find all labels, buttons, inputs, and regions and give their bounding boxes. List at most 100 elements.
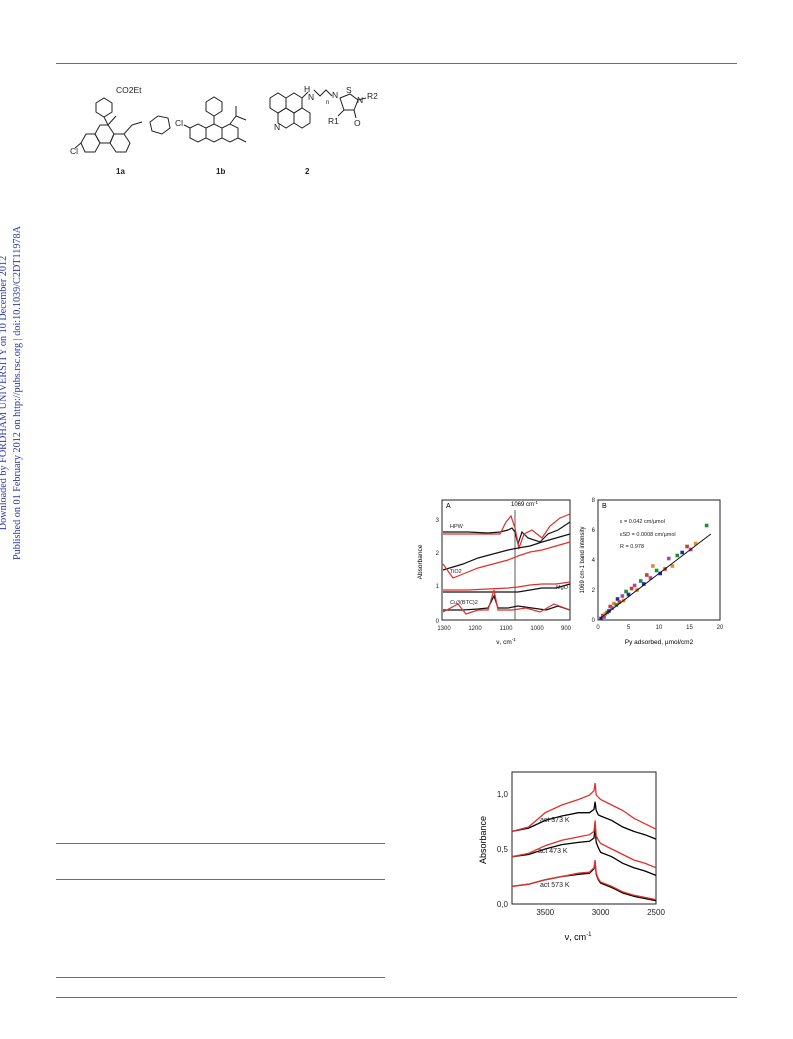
a-ytick-0: 0 [436,619,440,625]
sample-label-hpw: HPW [450,524,464,530]
a-xlabel: ν, cm-1 [496,637,516,646]
scatter-point [615,597,620,601]
a-ylabel: Absorbance [417,544,424,579]
spectrum-hpw-red [443,513,571,551]
compound-label-1b: 1b [216,167,225,176]
atom-n3: N [357,95,363,105]
scatter-point [610,606,614,610]
download-line: Downloaded by FORDHAM UNIVERSITY on 10 D… [0,255,9,531]
spectrum-line [511,801,657,840]
figure-2: 0,0 0,5 1,0 3500 3000 2500 act 373 K act 473… [478,771,665,942]
scatter-point [629,586,634,591]
scatter-point [670,564,675,568]
spectrum-mgo-black [443,583,571,593]
b-ylabel: 1069 cm-1 band intensity [580,526,586,593]
b-ytick: 2 [592,588,596,594]
annot-r: R = 0.978 [620,544,644,550]
spectrum-mgo-red [443,581,571,591]
scatter-point [645,573,649,577]
table-rule-mid [56,879,385,880]
scatter-point [607,609,611,613]
panel-a-label: A [446,503,451,510]
scatter-point [680,550,684,555]
marker-label: 1069 cm-1 [511,500,539,508]
scatter-point [654,568,659,573]
curve-label-373: act 373 K [540,817,570,824]
sample-label-mgo: MgO [556,585,569,591]
annot-epsilon: ε = 0.042 cm/µmol [620,519,665,525]
scatter-point [612,601,616,606]
scatter-point [675,553,680,558]
atom-r2: R2 [367,91,378,101]
compound-label-2: 2 [305,167,310,176]
a-ytick-1: 1 [436,584,440,590]
structure-1a [74,97,171,153]
fit-line [599,533,712,620]
b-xtick: 20 [717,625,724,631]
spectrum-tio2-black [442,533,571,571]
spectrum-cu-red [442,589,571,615]
atom-r1: R1 [328,116,339,126]
scatter-point [624,589,628,594]
b-xtick: 15 [686,625,693,631]
header-rule [56,63,737,64]
panel-b-frame [597,499,721,621]
scatter-point [620,594,625,598]
a-xtick-0: 1300 [437,626,451,632]
structure-1b [183,96,247,143]
scatter-point [704,523,709,528]
spectrum-line [511,820,657,869]
panel-a-frame [441,499,571,621]
compound-label-1a: 1a [116,167,125,176]
scatter-point [666,556,671,561]
panel-b: B ε = 0.042 cm/µmol εSD = 0.0008 cm/µmol… [580,498,724,646]
sample-label-cu-btc: Cu3(BTC)2 [450,600,478,606]
a-xtick-2: 1100 [500,626,514,632]
table-rule-top [56,843,385,844]
cl-label-1a: Cl [70,146,78,156]
scatter-point [648,576,653,580]
ester-label: CO2Et [116,85,142,95]
scatter-point [602,615,606,619]
spectrum-line [511,782,657,833]
scatter-point [638,579,643,583]
chemical-scheme: CO2Et Cl Cl H N n N S N R2 R1 O N 1a 1b … [70,84,378,176]
atom-n2: N [332,90,338,100]
fig2-ylabel: Absorbance [478,816,488,864]
scatter-point [651,564,655,568]
scatter-point [693,541,698,546]
b-ytick: 4 [592,558,596,564]
download-notice[interactable]: Downloaded by FORDHAM UNIVERSITY on 10 D… [0,148,33,638]
curve-label-573: act 573 K [540,882,570,889]
spectrum-line [511,859,657,901]
sample-label-tio2: TiO2 [450,569,462,575]
fig2-xtick: 2500 [647,908,665,917]
b-ytick: 8 [592,498,596,504]
fig2-ytick: 0,5 [497,845,509,854]
scatter-point [685,544,689,549]
scatter-point [614,603,619,607]
b-ytick: 6 [592,528,596,534]
fig2-frame [511,771,657,905]
a-xtick-4: 900 [561,626,572,632]
atom-s: S [346,85,352,95]
fig2-xtick: 3000 [592,908,610,917]
curve-label-473: act 473 K [538,848,568,855]
fig2-xtick: 3500 [536,908,554,917]
footer-rule [56,997,737,998]
table-rule-bottom [56,977,385,978]
b-xtick: 0 [596,625,600,631]
atom-o: O [354,118,361,128]
spectrum-cu-black [443,594,571,611]
atom-n1: N [308,92,314,102]
fig2-ytick: 1,0 [497,790,509,799]
annot-epsilon-sd: εSD = 0.0008 cm/µmol [620,532,676,538]
b-xtick: 10 [656,625,663,631]
atom-n-index: n [326,100,329,106]
scatter-point [617,600,622,604]
b-xtick: 5 [627,625,631,631]
fig2-ytick: 0,0 [497,900,509,909]
scatter-point [599,616,603,621]
scatter-point [641,582,646,586]
atom-n4: N [274,122,280,132]
